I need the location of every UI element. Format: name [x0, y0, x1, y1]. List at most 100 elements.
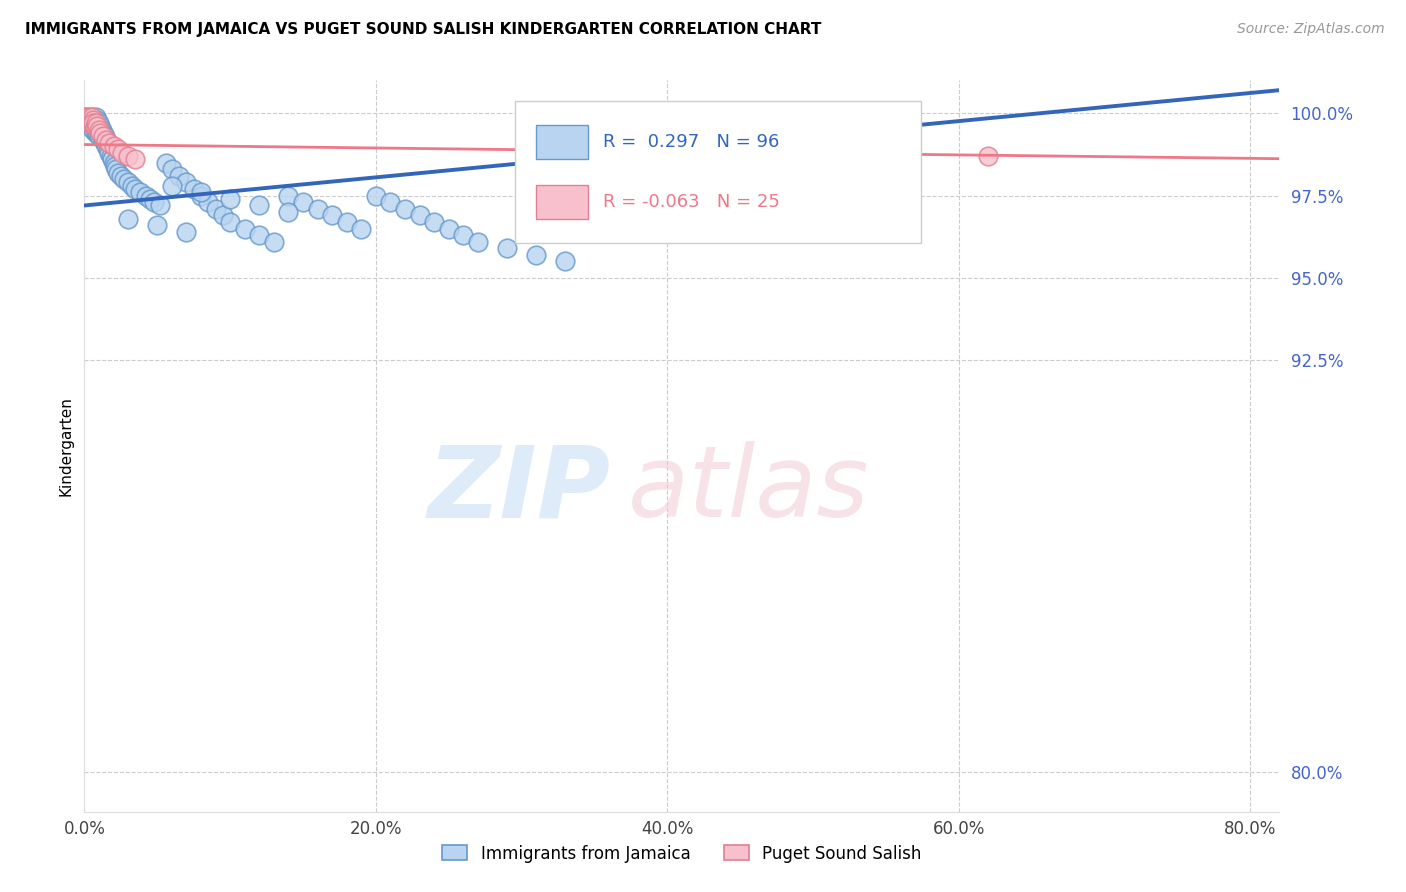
Point [773, 169, 796, 183]
Point [583, 188, 606, 202]
Point [89, 126, 111, 140]
Point [82, 116, 104, 130]
Point [103, 155, 125, 169]
Point [176, 225, 198, 239]
Text: R = -0.063   N = 25: R = -0.063 N = 25 [603, 193, 780, 211]
Point [128, 186, 150, 200]
Point [247, 228, 270, 243]
Point [89, 126, 111, 140]
Point [86, 126, 108, 140]
Point [104, 159, 127, 173]
Point [83, 112, 105, 127]
Point [100, 149, 122, 163]
Text: atlas: atlas [628, 442, 870, 539]
Text: Source: ZipAtlas.com: Source: ZipAtlas.com [1237, 22, 1385, 37]
Point [77, 116, 100, 130]
Point [336, 215, 359, 229]
Point [453, 228, 475, 243]
Point [82, 112, 104, 127]
Point [124, 153, 146, 167]
Point [90, 129, 112, 144]
Point [263, 235, 285, 249]
Point [117, 149, 139, 163]
Point [82, 116, 104, 130]
Point [247, 198, 270, 212]
Point [307, 202, 329, 216]
Point [111, 145, 134, 160]
Point [423, 215, 446, 229]
Point [183, 182, 205, 196]
Point [277, 205, 299, 219]
Point [176, 176, 198, 190]
Legend: Immigrants from Jamaica, Puget Sound Salish: Immigrants from Jamaica, Puget Sound Sal… [436, 838, 928, 869]
Point [714, 155, 737, 169]
Point [103, 139, 125, 153]
Point [524, 248, 547, 262]
Point [83, 120, 105, 134]
Point [80, 110, 103, 124]
Point [408, 208, 430, 222]
Point [96, 132, 118, 146]
Point [96, 139, 118, 153]
Point [80, 116, 103, 130]
Point [91, 132, 114, 146]
Point [110, 169, 132, 183]
Point [167, 169, 190, 183]
Point [101, 153, 124, 167]
Point [90, 122, 112, 136]
FancyBboxPatch shape [536, 126, 588, 159]
Point [155, 155, 177, 169]
Point [554, 254, 576, 268]
Point [86, 120, 108, 134]
Point [105, 162, 128, 177]
Point [219, 192, 242, 206]
Point [744, 162, 766, 177]
Point [82, 112, 104, 127]
Point [321, 208, 343, 222]
Point [84, 110, 107, 124]
Point [80, 116, 103, 130]
Point [84, 126, 107, 140]
Point [86, 112, 108, 127]
Point [98, 145, 121, 160]
Point [87, 122, 110, 136]
Point [96, 132, 118, 146]
Point [86, 120, 108, 134]
Point [211, 208, 233, 222]
Point [160, 162, 183, 177]
Point [364, 188, 387, 202]
Point [204, 202, 226, 216]
Point [79, 112, 101, 127]
Point [190, 188, 212, 202]
Point [94, 129, 117, 144]
Point [139, 192, 162, 206]
Point [197, 195, 219, 210]
Point [84, 116, 107, 130]
Point [97, 143, 120, 157]
Point [291, 195, 314, 210]
Point [76, 112, 98, 127]
Point [87, 129, 110, 144]
Point [277, 188, 299, 202]
Point [75, 110, 97, 124]
Point [83, 120, 105, 134]
Point [76, 112, 98, 127]
Point [671, 208, 693, 222]
Point [394, 202, 416, 216]
Point [79, 120, 101, 134]
Y-axis label: Kindergarten: Kindergarten [58, 396, 73, 496]
Point [80, 110, 103, 124]
Point [714, 208, 737, 222]
Point [77, 120, 100, 134]
Point [79, 116, 101, 130]
Point [124, 182, 146, 196]
Point [77, 116, 100, 130]
Point [219, 215, 242, 229]
Point [94, 136, 117, 150]
Point [437, 221, 460, 235]
Point [107, 143, 129, 157]
Point [98, 136, 121, 150]
Point [496, 241, 519, 255]
Point [79, 112, 101, 127]
Text: ZIP: ZIP [427, 442, 610, 539]
